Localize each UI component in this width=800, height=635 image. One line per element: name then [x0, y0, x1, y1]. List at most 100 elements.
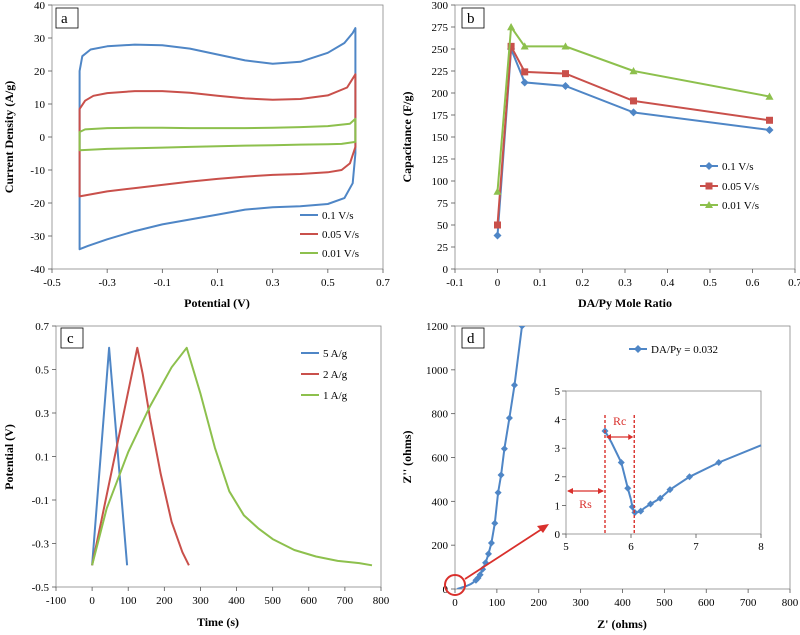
panel-d-y-tick-label: 1200 [426, 321, 449, 333]
panel-b-series-1-line [496, 42, 770, 226]
panel-d-legend: DA/Py = 0.032 [629, 344, 718, 356]
panel-b-y-tick-label: 150 [432, 132, 449, 144]
panel-b-y-tick-label: 300 [432, 0, 449, 12]
panel-c-y-tick-label: -0.3 [32, 539, 50, 551]
panel-a-legend-label-0: 0.1 V/s [322, 210, 354, 222]
panel-a-x-tick-label: 0.1 [211, 277, 225, 289]
panel-d-inset: 5 6 7 8 0 1 2 3 4 5 Rs Rc [555, 386, 765, 553]
panel-d-inset-rc-label: Rc [613, 414, 626, 428]
panel-d-inset-annotations: Rs Rc [567, 414, 635, 534]
panel-d-y-axis-label: Z'' (ohms) [400, 430, 414, 483]
panel-b-legend-label-2: 0.01 V/s [722, 200, 759, 212]
panel-c-label-box [60, 327, 84, 349]
panel-b-y-tick-label: 225 [432, 66, 449, 78]
panel-b-y-tick-label: 275 [432, 22, 449, 34]
panel-c-charge-discharge: -100 0 100 200 300 400 500 600 700 800 -0.5-0.3-0… [2, 321, 390, 629]
panel-c-x-tick-label: 700 [337, 595, 354, 607]
panel-d-inset-rs-label: Rs [579, 497, 592, 511]
panel-d-nyquist: 0 100 200 300 400 500 600 700 800 0 200 400 600 800 1… [400, 321, 799, 631]
panel-b-series-1-point [766, 116, 773, 124]
panel-b-x-ticks: -0.1 0 0.1 0.2 0.3 0.4 0.5 0.6 0.7 [446, 269, 800, 289]
panel-d-inset-y-tick-label: 2 [555, 472, 561, 484]
panel-a-x-tick-label: 0.7 [376, 277, 390, 289]
panel-b-y-axis-label: Capacitance (F/g) [400, 92, 414, 183]
panel-c-x-axis-label: Time (s) [197, 615, 239, 629]
panel-a-y-tick-label: 40 [34, 0, 46, 12]
panel-b-x-tick-label: -0.1 [446, 277, 463, 289]
panel-c-series [91, 346, 373, 567]
panel-d-zoom-arrowhead [537, 524, 549, 533]
panel-d-series-0-point [479, 565, 487, 573]
panel-a-series-2-line [78, 117, 357, 152]
panel-c-label: c [67, 331, 74, 347]
panel-d-series-0-point [491, 519, 499, 527]
panel-b-y-tick-label: 200 [432, 88, 449, 100]
panel-d-inset-rs-arrowhead-right [598, 488, 604, 494]
panel-d-inset-point [656, 494, 664, 502]
panel-d-zoom-circle [444, 574, 466, 596]
panel-c-y-tick-label: 0.7 [35, 321, 49, 333]
panel-c-y-tick-label: 0.3 [35, 408, 49, 420]
panel-a-x-tick-label: -0.1 [154, 277, 171, 289]
panel-b-series-2-line [496, 24, 770, 192]
panel-b-series-2-point [493, 187, 502, 195]
panel-b-y-tick-label: 75 [437, 198, 449, 210]
panel-d-legend-label-0: DA/Py = 0.032 [651, 344, 718, 356]
panel-a-y-tick-label: 0 [40, 132, 46, 144]
panel-b-series-1-point [494, 221, 501, 229]
panel-b-capacitance-vs-ratio: -0.1 0 0.1 0.2 0.3 0.4 0.5 0.6 0.7 0255075100125… [400, 0, 800, 310]
panel-b-series-0-point [493, 231, 502, 240]
panel-d-series-0-point [494, 489, 502, 497]
panel-b-legend-marker-0 [705, 162, 713, 170]
panel-d-x-ticks: 0 100 200 300 400 500 600 700 800 [452, 589, 799, 609]
panel-d-x-tick-label: 0 [452, 597, 458, 609]
panel-d-inset-point [715, 459, 723, 466]
panel-b-series-1-point [521, 68, 529, 76]
panel-d-inset-point [666, 486, 674, 494]
panel-c-x-ticks: -100 0 100 200 300 400 500 600 700 800 [46, 587, 390, 607]
panel-c-x-tick-label: 0 [89, 595, 95, 607]
panel-c-y-ticks: -0.5 -0.3 -0.1 0.1 0.3 0.5 0.7 [32, 321, 56, 594]
panel-a-y-tick-label: 20 [34, 66, 46, 78]
panel-b-series-2-point [520, 42, 529, 50]
panel-b-y-tick-label: 25 [437, 242, 449, 254]
panel-a-y-tick-label: 10 [34, 99, 46, 111]
panel-a-label: a [61, 11, 68, 27]
panel-b-x-tick-label: 0.7 [788, 277, 800, 289]
panel-b-y-tick-label: 250 [432, 44, 449, 56]
panel-d-inset-frame [565, 390, 762, 535]
panel-c-series-0-line [91, 346, 129, 566]
panel-d-inset-y-tick-label: 5 [555, 386, 561, 398]
panel-c-x-tick-label: 100 [120, 595, 137, 607]
panel-b-y-tick-label: 100 [432, 176, 449, 188]
panel-d-inset-point [617, 459, 625, 466]
panel-a-y-tick-label: -40 [30, 264, 45, 276]
panel-d-x-tick-label: 100 [489, 597, 506, 609]
panel-c-series-1-line [91, 346, 190, 566]
panel-d-series-0-point [518, 326, 526, 330]
panel-a-series-0-line [78, 27, 357, 251]
panel-b-plot-frame [454, 4, 796, 270]
panel-d-series-0-point [505, 414, 513, 422]
panel-c-y-axis-label: Potential (V) [2, 424, 16, 490]
panel-a-series [78, 27, 357, 251]
panel-a-x-ticks: -0.5 -0.3 -0.1 0.1 0.3 0.5 0.7 [43, 269, 390, 289]
panel-d-series-0-point [485, 550, 492, 558]
panel-b-series-0-point [561, 81, 570, 90]
panel-b-legend-marker-1 [705, 182, 713, 190]
panel-d-inset-x-tick-label: 8 [758, 541, 764, 553]
panel-d-series-0-point [487, 539, 495, 547]
panel-d-legend-marker-0 [634, 345, 642, 353]
panel-c-x-tick-label: -100 [46, 595, 67, 607]
panel-b-y-tick-label: 175 [432, 110, 449, 122]
panel-a-y-tick-label: 30 [34, 33, 46, 45]
panel-d-series-0-line [456, 326, 523, 589]
panel-b-series-0-point [765, 125, 774, 134]
panel-d-y-tick-label: 1000 [426, 365, 449, 377]
panel-c-x-tick-label: 600 [301, 595, 318, 607]
panel-d-inset-y-tick-label: 4 [555, 415, 561, 427]
panel-d-y-tick-label: 800 [432, 409, 449, 421]
panel-b-series-1-point [507, 42, 515, 50]
panel-d-series-0-point [510, 381, 518, 389]
panel-c-x-tick-label: 400 [228, 595, 245, 607]
